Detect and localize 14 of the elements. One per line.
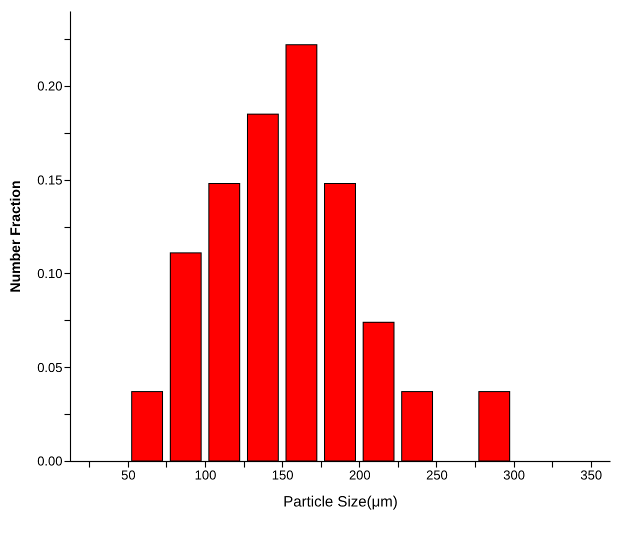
x-tick-label: 250 [426,468,448,482]
x-axis-title: Particle Size(μm) [283,494,398,510]
x-tick-label: 50 [121,468,136,482]
x-tick-label: 100 [194,468,216,482]
y-tick-label: 0.05 [37,360,62,375]
x-tick-label: 200 [348,468,371,482]
y-axis-title: Number Fraction [7,180,24,293]
x-tick-label: 150 [272,468,294,482]
y-tick-label: 0.20 [37,78,62,94]
y-tick-label: 0.10 [37,266,62,281]
y-tick-label: 0.15 [37,172,62,188]
x-tick-label: 300 [503,468,525,482]
x-tick-label: 350 [580,468,602,482]
y-tick-label: 0.00 [37,454,62,468]
